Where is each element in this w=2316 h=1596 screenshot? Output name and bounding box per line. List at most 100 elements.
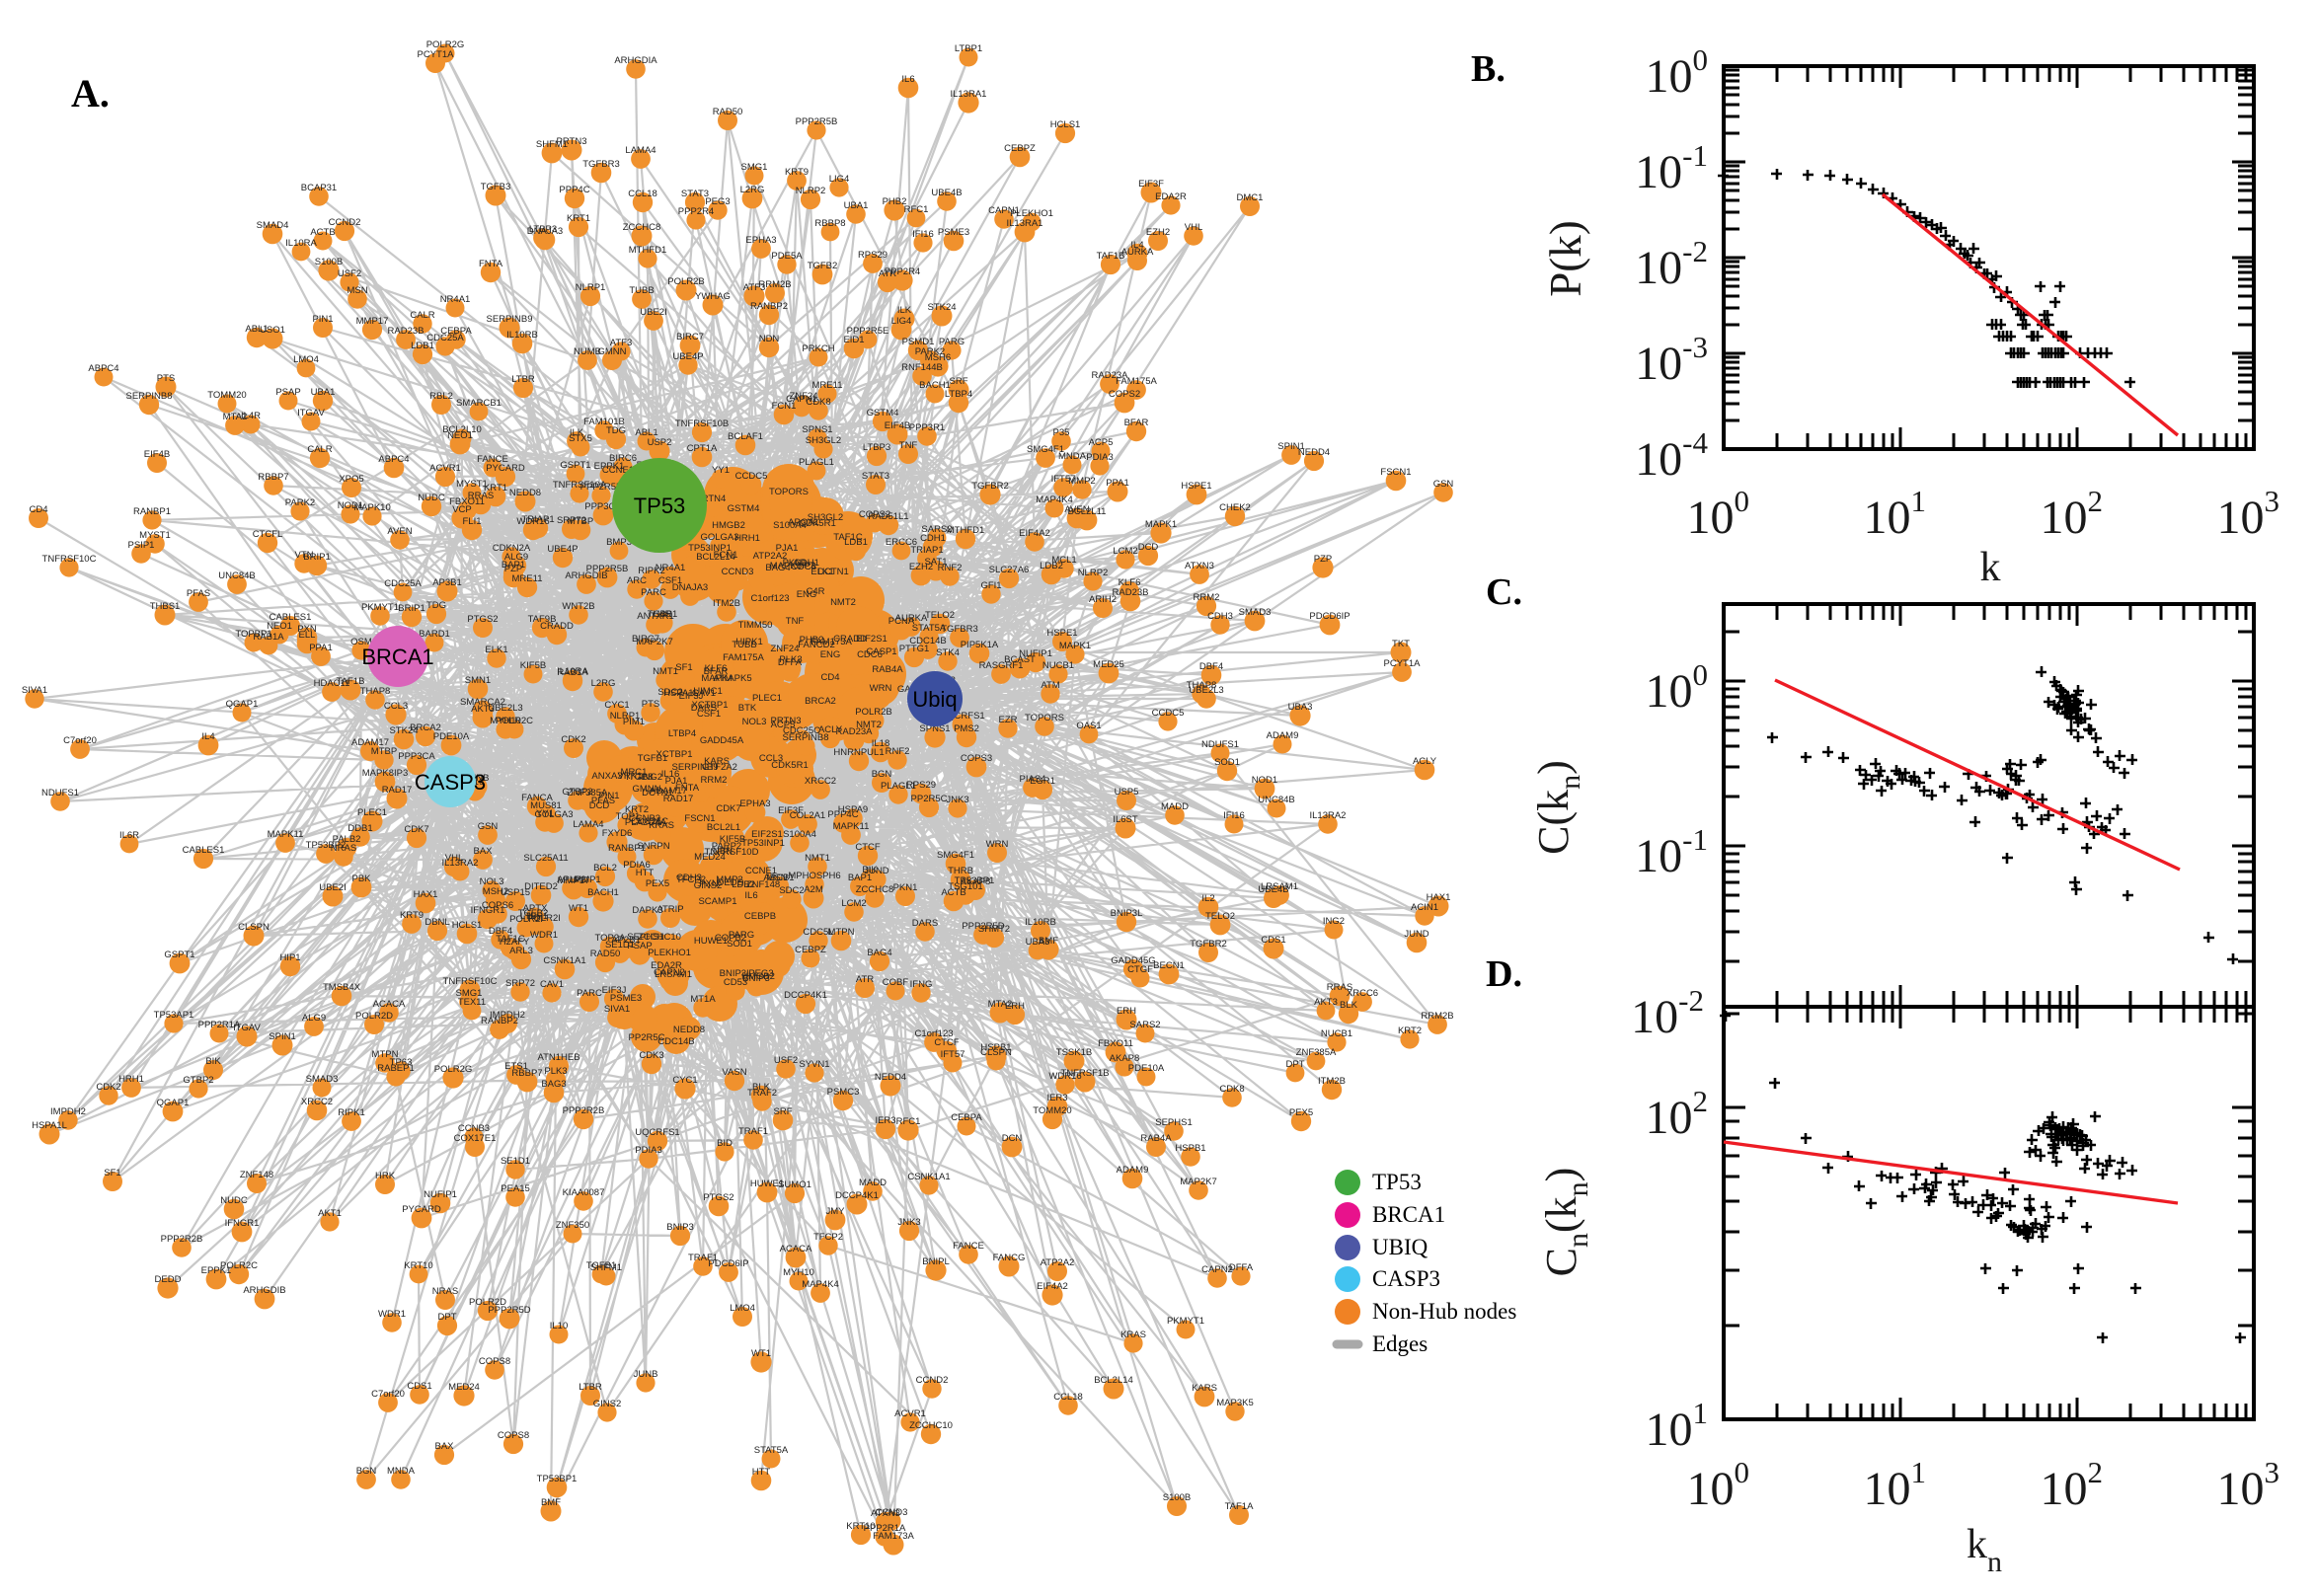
svg-text:GSTM4: GSTM4	[728, 503, 760, 514]
svg-text:TFCP2: TFCP2	[813, 1232, 843, 1243]
svg-text:EPPK1: EPPK1	[201, 1265, 232, 1276]
svg-text:QGAP1: QGAP1	[226, 699, 259, 710]
svg-text:UBA1: UBA1	[311, 387, 336, 398]
svg-text:UBE2L3: UBE2L3	[1189, 685, 1223, 696]
svg-text:NUCB1: NUCB1	[1321, 1028, 1352, 1039]
svg-text:LDB2: LDB2	[732, 879, 755, 890]
svg-text:TOP2A: TOP2A	[595, 933, 627, 944]
svg-text:NLRP1: NLRP1	[610, 711, 641, 722]
svg-text:CLSPN: CLSPN	[238, 922, 270, 933]
svg-text:LRSAM1: LRSAM1	[655, 969, 692, 980]
svg-text:SRF: SRF	[950, 376, 968, 387]
svg-text:TAF1C: TAF1C	[833, 532, 863, 543]
svg-text:MMP1: MMP1	[574, 874, 600, 885]
svg-text:Non-Hub nodes: Non-Hub nodes	[1372, 1299, 1516, 1324]
svg-text:TP63: TP63	[390, 1057, 413, 1068]
svg-text:TSG101: TSG101	[948, 881, 982, 892]
svg-text:MUS81: MUS81	[530, 800, 562, 811]
svg-text:LTBP3: LTBP3	[529, 224, 557, 235]
svg-text:BCL2: BCL2	[593, 863, 617, 874]
svg-text:MAP4K4: MAP4K4	[802, 1279, 839, 1290]
svg-text:CD4: CD4	[29, 504, 47, 515]
svg-text:LTBP4: LTBP4	[668, 728, 696, 739]
svg-text:PPP2R4: PPP2R4	[678, 206, 714, 217]
svg-text:TGFBR2: TGFBR2	[971, 481, 1008, 492]
svg-text:CDK5R1: CDK5R1	[771, 760, 809, 771]
svg-text:CDH3: CDH3	[676, 873, 702, 883]
svg-text:CAPN1: CAPN1	[786, 394, 817, 405]
svg-text:PZP: PZP	[1314, 554, 1332, 565]
svg-text:RAD23B: RAD23B	[1113, 587, 1149, 598]
svg-text:UNC84B: UNC84B	[1258, 795, 1295, 805]
svg-text:ZNF24: ZNF24	[770, 644, 799, 654]
svg-text:ABPC4: ABPC4	[88, 363, 118, 374]
svg-text:ABCB1: ABCB1	[763, 873, 794, 883]
svg-text:k: k	[1980, 545, 2001, 590]
svg-text:ADAM9: ADAM9	[1117, 1165, 1149, 1176]
svg-text:CDK2: CDK2	[561, 734, 585, 745]
svg-text:PKMYT1: PKMYT1	[1167, 1316, 1204, 1327]
svg-text:MNDA: MNDA	[387, 1466, 416, 1477]
svg-text:SMG1: SMG1	[741, 162, 768, 173]
svg-text:RANBP1: RANBP1	[133, 506, 171, 517]
svg-text:IL10RB: IL10RB	[506, 330, 538, 341]
svg-text:CCL3: CCL3	[384, 701, 408, 712]
svg-text:MRE11: MRE11	[812, 380, 843, 391]
svg-text:CSF1: CSF1	[658, 575, 682, 586]
svg-text:ATF3: ATF3	[743, 282, 766, 293]
svg-text:ANXA3: ANXA3	[591, 771, 622, 782]
svg-text:PRTN3: PRTN3	[771, 716, 802, 726]
svg-text:TRIAP1: TRIAP1	[521, 514, 554, 525]
svg-text:ATR: ATR	[879, 268, 896, 279]
svg-text:KIF5B: KIF5B	[720, 834, 745, 845]
svg-text:PHB2: PHB2	[883, 196, 907, 207]
svg-text:NR4A1: NR4A1	[440, 294, 471, 305]
svg-text:ILK: ILK	[570, 427, 584, 438]
svg-text:ITGAV: ITGAV	[297, 408, 325, 418]
svg-text:RAD51L1: RAD51L1	[868, 511, 908, 522]
svg-text:SCAMP1: SCAMP1	[698, 896, 736, 907]
svg-text:LTBP3: LTBP3	[863, 442, 890, 453]
svg-text:PJA1: PJA1	[665, 776, 688, 787]
svg-text:DBNL: DBNL	[425, 917, 449, 928]
svg-text:KIF5B: KIF5B	[520, 660, 546, 671]
svg-text:CLSPN: CLSPN	[980, 1047, 1012, 1058]
svg-text:PARK2: PARK2	[285, 497, 315, 508]
svg-text:EIF3J: EIF3J	[679, 691, 704, 702]
svg-text:KRAS: KRAS	[1120, 1330, 1146, 1340]
svg-text:IFI16: IFI16	[912, 229, 934, 240]
svg-text:CCNB3: CCNB3	[458, 1123, 490, 1134]
svg-text:HSPB1: HSPB1	[980, 1042, 1011, 1053]
svg-text:NEDD8: NEDD8	[509, 488, 541, 498]
svg-text:TOP1: TOP1	[616, 811, 641, 822]
svg-text:TP53INP1: TP53INP1	[688, 543, 732, 554]
svg-text:MTA2: MTA2	[988, 999, 1013, 1010]
svg-text:AURKA: AURKA	[895, 613, 928, 624]
svg-text:DFFA: DFFA	[1229, 1262, 1254, 1273]
svg-text:MAPK8IP3: MAPK8IP3	[362, 768, 408, 779]
svg-text:IL6R: IL6R	[119, 830, 139, 841]
svg-text:RANBP2: RANBP2	[481, 1016, 518, 1026]
svg-text:FBXO11: FBXO11	[1098, 1038, 1133, 1049]
svg-text:KRT9: KRT9	[400, 910, 424, 921]
svg-text:USO1: USO1	[260, 325, 285, 336]
svg-text:CDK7: CDK7	[716, 803, 740, 814]
svg-text:NR4A1: NR4A1	[656, 563, 686, 573]
svg-text:GSN: GSN	[478, 821, 499, 832]
svg-text:POLR2G: POLR2G	[434, 1064, 473, 1075]
svg-text:GTBP2: GTBP2	[183, 1075, 213, 1086]
svg-text:CALR: CALR	[410, 310, 434, 321]
svg-text:ATP2A2: ATP2A2	[753, 551, 788, 562]
svg-text:BRCA2: BRCA2	[410, 722, 441, 733]
svg-text:SE1D1: SE1D1	[501, 1156, 530, 1167]
svg-text:HRK: HRK	[375, 1171, 396, 1181]
svg-text:ARHGDIB: ARHGDIB	[243, 1285, 285, 1296]
svg-text:KLF6: KLF6	[705, 663, 728, 674]
svg-text:UQCRFS1: UQCRFS1	[940, 711, 984, 722]
svg-text:DEDD: DEDD	[718, 877, 744, 888]
svg-text:NMT2: NMT2	[856, 720, 882, 730]
svg-text:PIN1: PIN1	[598, 791, 619, 801]
svg-text:RAD50: RAD50	[590, 949, 621, 959]
svg-text:OAS1: OAS1	[1076, 721, 1101, 731]
svg-text:XCTBP1: XCTBP1	[656, 749, 693, 760]
